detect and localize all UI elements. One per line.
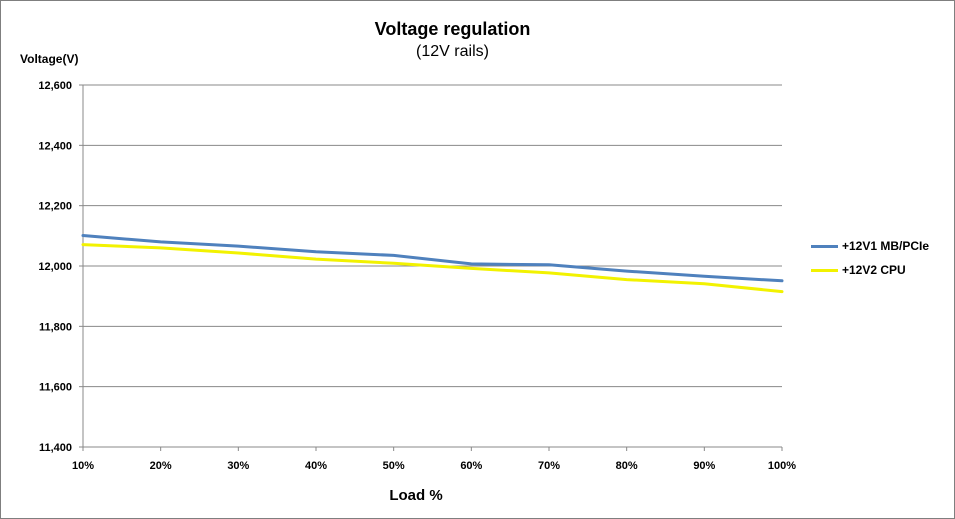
x-axis-title: Load % <box>389 487 443 504</box>
y-tick-label: 12,200 <box>38 201 72 213</box>
y-tick-label: 11,600 <box>39 382 72 394</box>
x-tick-label: 70% <box>538 460 560 472</box>
x-tick-label: 90% <box>693 460 715 472</box>
y-tick-label: 11,400 <box>39 442 72 454</box>
series-line-12v2 <box>81 243 784 294</box>
y-tick-label: 12,400 <box>38 140 72 152</box>
y-tick-label: 11,800 <box>39 321 72 333</box>
y-tick-label: 12,600 <box>38 80 72 92</box>
x-tick-label: 40% <box>305 460 327 472</box>
legend-swatch-12v2 <box>811 269 838 272</box>
y-tick-label: 12,000 <box>38 261 72 273</box>
x-tick-label: 10% <box>72 460 94 472</box>
legend-swatch-12v1 <box>811 245 838 248</box>
x-tick-label: 100% <box>768 460 796 472</box>
x-tick-label: 60% <box>460 460 482 472</box>
series-line-12v1 <box>81 234 784 283</box>
x-tick-label: 50% <box>383 460 405 472</box>
x-tick-label: 80% <box>616 460 638 472</box>
legend-label-12v1: +12V1 MB/PCIe <box>842 239 930 253</box>
x-tick-label: 30% <box>227 460 249 472</box>
legend-label-12v2: +12V2 CPU <box>842 263 906 277</box>
chart-title: Voltage regulation <box>374 19 531 39</box>
x-tick-label: 20% <box>150 460 172 472</box>
chart-subtitle: (12V rails) <box>416 43 489 60</box>
y-axis-title: Voltage(V) <box>20 52 79 66</box>
